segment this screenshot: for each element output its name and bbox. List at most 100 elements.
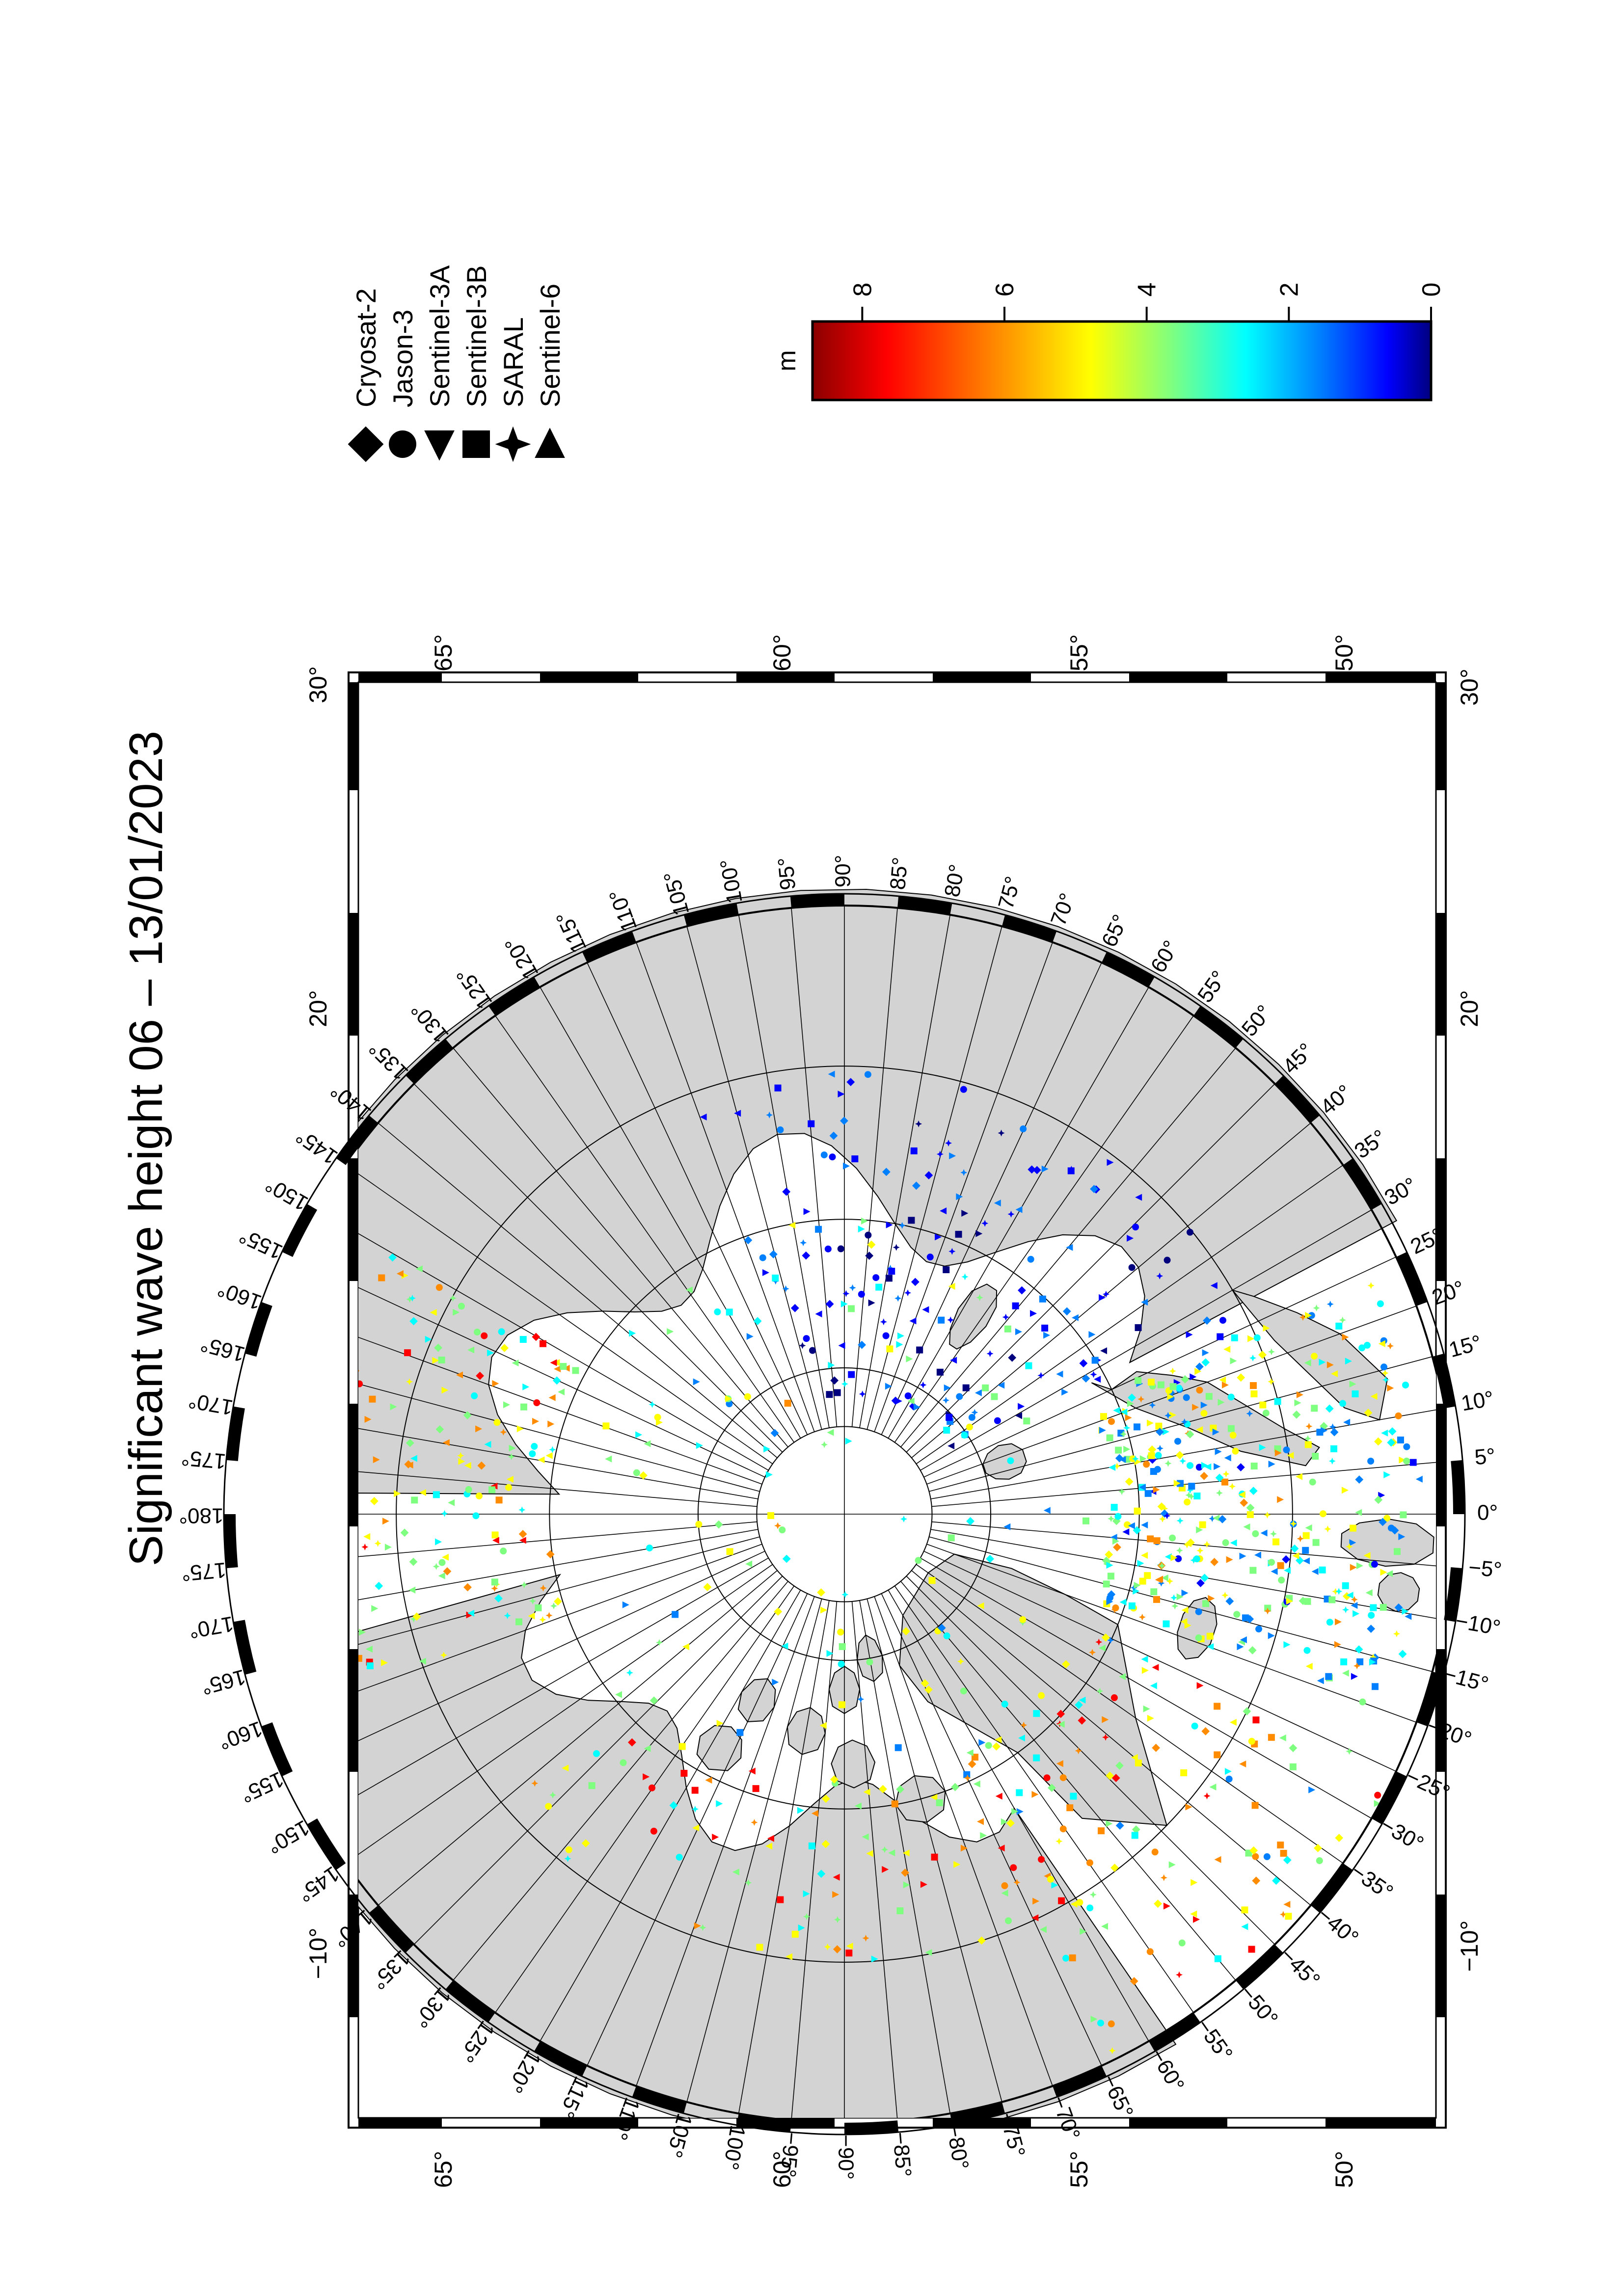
observation-mark	[1047, 1875, 1054, 1883]
legend-symbol-icon	[495, 426, 531, 462]
observation-mark	[966, 1423, 973, 1431]
observation-mark	[475, 1492, 483, 1499]
observation-mark	[981, 1220, 989, 1227]
observation-mark	[725, 1395, 732, 1402]
observation-mark	[1146, 1948, 1154, 1955]
observation-mark	[1263, 1853, 1271, 1860]
observation-mark	[1163, 1620, 1170, 1628]
observation-mark	[781, 1642, 788, 1650]
observation-mark	[1252, 1716, 1260, 1724]
observation-mark	[881, 1846, 888, 1853]
observation-mark	[1056, 1709, 1065, 1718]
observation-mark	[1111, 1774, 1120, 1782]
observation-mark	[962, 1384, 970, 1391]
observation-mark	[1230, 1539, 1237, 1547]
observation-mark	[901, 1869, 910, 1877]
observation-mark	[363, 1533, 371, 1540]
observation-mark	[1181, 1606, 1189, 1614]
observation-mark	[902, 1849, 910, 1857]
observation-mark	[784, 1399, 791, 1407]
observation-mark	[1018, 1286, 1026, 1295]
observation-mark	[1001, 1890, 1008, 1897]
observation-mark	[467, 1346, 475, 1354]
observation-mark	[1163, 1512, 1171, 1520]
observation-mark	[1018, 1735, 1025, 1742]
observation-mark	[808, 1842, 815, 1850]
observation-mark	[409, 1317, 418, 1326]
observation-mark	[1001, 1882, 1008, 1890]
observation-mark	[1369, 1658, 1376, 1666]
right-lon-label: 20°	[1456, 990, 1483, 1027]
observation-mark	[1248, 1737, 1255, 1745]
meridian-label: −5°	[1467, 1555, 1503, 1582]
observation-mark	[491, 1578, 498, 1586]
observation-mark	[1027, 1255, 1034, 1263]
observation-mark	[1141, 1522, 1148, 1529]
observation-mark	[803, 1335, 810, 1342]
observation-mark	[1123, 1445, 1131, 1453]
observation-mark	[1302, 1557, 1310, 1565]
observation-mark	[1038, 1692, 1045, 1699]
legend-symbol-icon	[389, 430, 416, 458]
observation-mark	[950, 1357, 957, 1364]
observation-mark	[866, 1658, 873, 1666]
observation-mark	[1305, 1663, 1313, 1670]
observation-mark	[1387, 1438, 1396, 1447]
observation-mark	[915, 1557, 922, 1564]
observation-mark	[1226, 1556, 1233, 1563]
observation-mark	[746, 1333, 754, 1340]
observation-mark	[646, 1544, 653, 1551]
observation-mark	[1125, 1477, 1134, 1486]
observation-mark	[691, 1787, 699, 1794]
observation-mark	[1176, 1971, 1183, 1978]
observation-mark	[1147, 1714, 1154, 1722]
observation-mark	[1070, 1900, 1078, 1908]
observation-mark	[774, 1607, 783, 1616]
observation-mark	[903, 1881, 910, 1889]
observation-mark	[1249, 1354, 1257, 1362]
observation-mark	[1212, 1428, 1219, 1436]
legend-label: Cryosat-2	[351, 288, 381, 407]
observation-mark	[1149, 1401, 1156, 1409]
observation-mark	[1115, 1446, 1122, 1454]
observation-mark	[1113, 1543, 1121, 1551]
observation-mark	[998, 1844, 1005, 1852]
legend-label: SARAL	[498, 317, 529, 407]
observation-mark	[545, 1803, 552, 1810]
observation-mark	[1110, 1864, 1119, 1872]
observation-mark	[1132, 1825, 1140, 1834]
observation-mark	[667, 1328, 674, 1335]
observation-mark	[361, 1543, 369, 1550]
observation-mark	[1252, 1876, 1261, 1885]
observation-mark	[1331, 1370, 1338, 1378]
observation-mark	[904, 1289, 912, 1297]
observation-mark	[830, 1775, 839, 1784]
observation-mark	[390, 1403, 397, 1411]
observation-mark	[826, 1391, 833, 1398]
observation-mark	[944, 1384, 951, 1391]
observation-mark	[936, 1150, 944, 1158]
observation-mark	[284, 1380, 291, 1387]
observation-mark	[1260, 1529, 1268, 1537]
meridian-label: 165°	[199, 1664, 248, 1699]
observation-mark	[1259, 1444, 1266, 1451]
observation-mark	[1128, 1393, 1136, 1402]
observation-mark	[1207, 1643, 1214, 1650]
observation-mark	[518, 1506, 526, 1514]
observation-mark	[434, 1343, 442, 1352]
observation-mark	[382, 1518, 389, 1525]
observation-mark	[506, 1476, 514, 1483]
observation-mark	[994, 1200, 1001, 1207]
observation-mark	[826, 1650, 834, 1657]
observation-mark	[1232, 1447, 1239, 1455]
observation-mark	[1210, 1558, 1219, 1566]
meridian-label: 85°	[886, 856, 913, 891]
top-lat-label: 50°	[1330, 634, 1358, 671]
observation-mark	[504, 1612, 511, 1619]
meridian-label: 160°	[215, 1277, 265, 1314]
observation-mark	[815, 1310, 822, 1318]
observation-mark	[1312, 1453, 1319, 1460]
observation-mark	[1082, 1374, 1090, 1383]
observation-mark	[1255, 1626, 1263, 1633]
observation-mark	[1214, 1751, 1221, 1759]
